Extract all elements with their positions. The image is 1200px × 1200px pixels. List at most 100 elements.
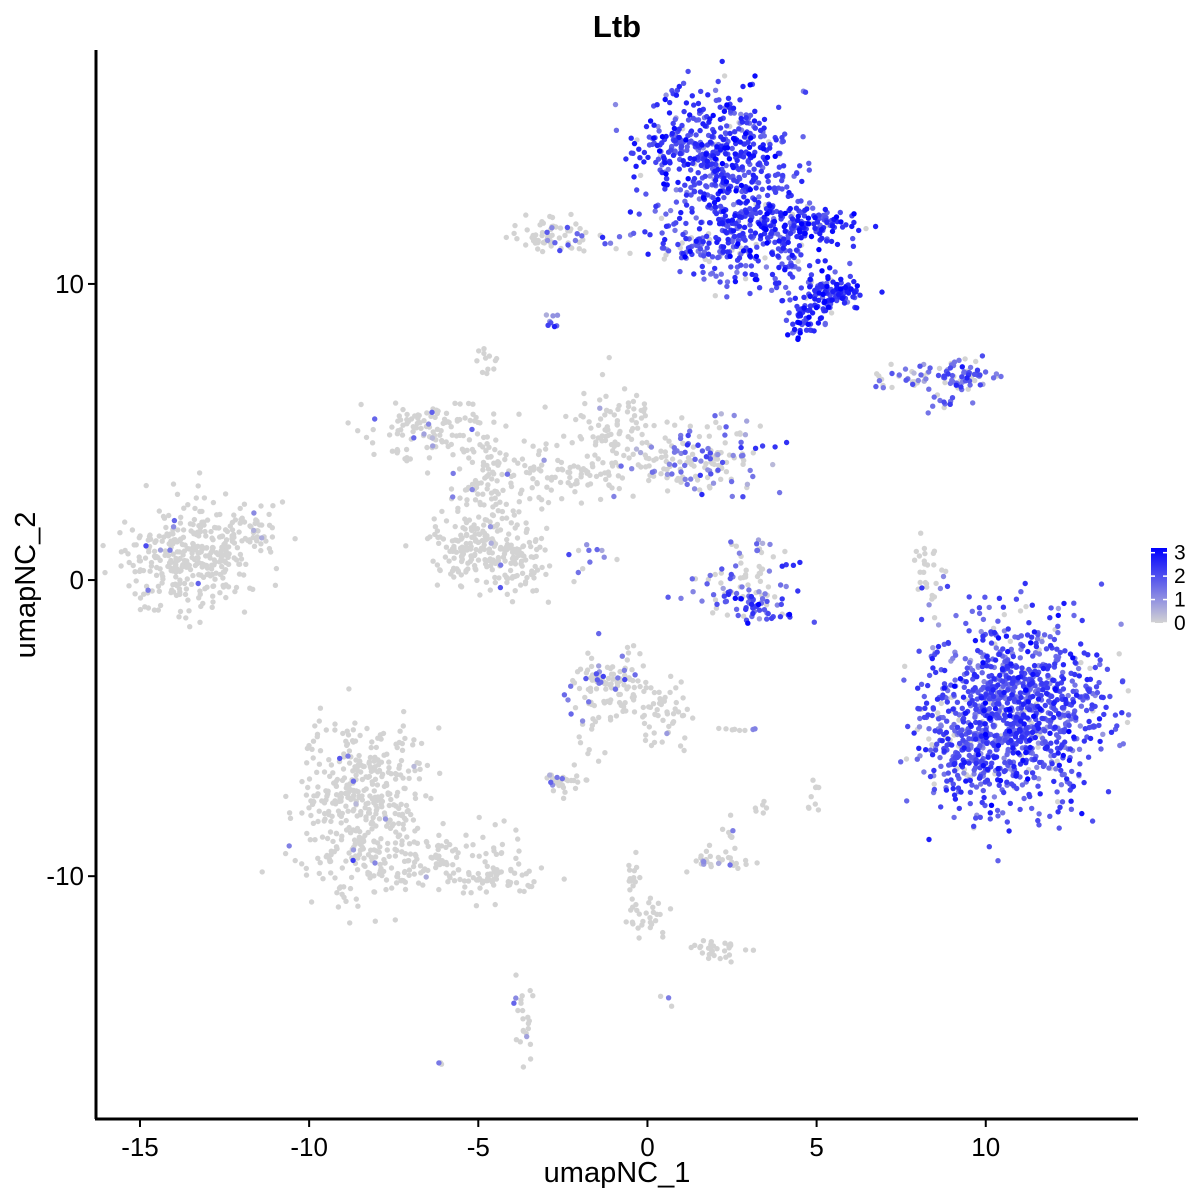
cell-point <box>597 416 604 422</box>
cell-point <box>166 563 172 570</box>
cell-point <box>613 127 620 133</box>
cell-point <box>423 874 429 880</box>
cell-point <box>710 592 717 598</box>
cell-point <box>1009 692 1015 698</box>
cell-point <box>629 694 636 701</box>
cell-point <box>437 567 443 573</box>
cell-point <box>975 752 981 758</box>
cell-point <box>1067 787 1073 793</box>
cell-point <box>615 675 621 681</box>
cell-point <box>721 194 727 201</box>
cell-point <box>963 679 969 685</box>
cell-point <box>450 494 456 500</box>
cell-point <box>592 452 598 458</box>
cell-point <box>693 132 699 138</box>
cell-point <box>1096 722 1102 729</box>
cell-point <box>1036 651 1043 657</box>
cell-point <box>996 651 1002 657</box>
cell-point <box>184 561 191 567</box>
cell-point <box>660 717 666 723</box>
cell-point <box>822 320 828 327</box>
cell-point <box>245 537 251 543</box>
cell-point <box>465 566 471 572</box>
cell-point <box>761 125 767 131</box>
cell-point <box>916 648 922 654</box>
cell-point <box>642 737 649 744</box>
cell-point <box>537 222 543 228</box>
cell-point <box>1049 761 1055 767</box>
cell-point <box>705 251 712 257</box>
cell-point <box>600 673 606 680</box>
cell-point <box>743 130 749 137</box>
cell-point <box>448 424 454 430</box>
cell-point <box>1023 749 1029 756</box>
cell-point <box>348 796 354 803</box>
cell-point <box>1030 653 1036 659</box>
cell-point <box>395 418 401 424</box>
cell-point <box>549 232 555 238</box>
cell-point <box>1047 615 1053 621</box>
cell-point <box>728 959 734 965</box>
cell-point <box>332 721 338 727</box>
cell-point <box>159 538 165 544</box>
cell-point <box>995 742 1002 749</box>
cell-point <box>198 603 204 610</box>
cell-point <box>677 459 683 465</box>
cell-point <box>1042 702 1049 709</box>
cell-point <box>316 808 322 814</box>
cell-point <box>588 663 595 670</box>
cell-point <box>806 314 812 320</box>
cell-point <box>998 373 1004 380</box>
cell-point <box>930 665 936 671</box>
cell-point <box>199 543 205 550</box>
cell-point <box>717 125 724 131</box>
cell-point <box>1024 632 1031 638</box>
cell-point <box>1066 757 1073 763</box>
cell-point <box>1035 725 1042 731</box>
cell-point <box>492 488 498 494</box>
cell-point <box>955 785 962 791</box>
cell-point <box>508 520 514 526</box>
cell-point <box>243 561 249 567</box>
cell-point <box>663 211 669 217</box>
cell-point <box>967 382 973 388</box>
cell-point <box>484 473 490 480</box>
cell-point <box>741 194 747 200</box>
cell-point <box>510 508 516 514</box>
cell-point <box>497 450 503 456</box>
cell-point <box>361 787 367 794</box>
cell-point <box>672 227 678 234</box>
cell-point <box>972 714 978 720</box>
cell-point <box>727 130 733 137</box>
legend-tick-label: 1 <box>1174 589 1186 612</box>
cell-point <box>473 903 480 909</box>
cell-point <box>697 127 703 134</box>
cell-point <box>1023 603 1029 610</box>
cell-point <box>334 776 341 783</box>
cell-point <box>1073 692 1080 698</box>
cell-point <box>700 253 707 259</box>
cell-point <box>1070 699 1077 705</box>
cell-point <box>707 116 713 122</box>
cell-point <box>968 693 974 699</box>
cell-point <box>748 593 755 600</box>
cell-point <box>926 602 932 608</box>
cell-point <box>632 672 638 678</box>
cell-point <box>981 708 987 714</box>
cell-point <box>219 533 225 540</box>
cell-point <box>343 803 349 809</box>
cell-point <box>1078 703 1085 709</box>
cell-point <box>703 454 710 460</box>
cell-point <box>524 1033 530 1040</box>
cell-point <box>1116 651 1122 657</box>
cell-point <box>926 726 932 732</box>
cell-point <box>798 235 804 241</box>
cell-point <box>371 451 377 458</box>
cell-point <box>653 203 659 209</box>
cell-point <box>619 653 625 659</box>
cell-point <box>717 279 723 285</box>
cell-point <box>272 582 279 588</box>
cell-point <box>437 770 443 776</box>
cell-point <box>732 274 738 281</box>
cell-point <box>833 214 840 220</box>
